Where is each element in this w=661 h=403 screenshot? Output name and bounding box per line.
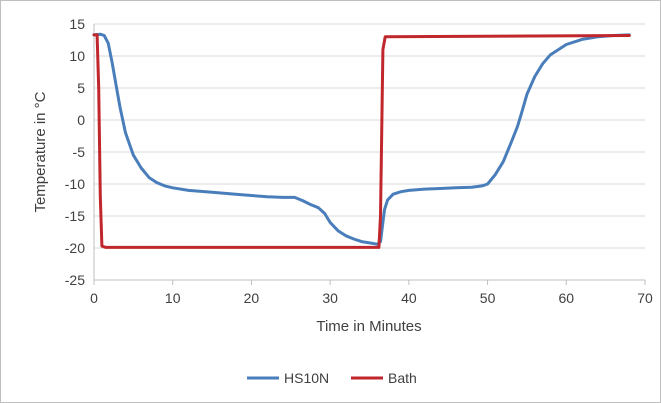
y-tick-label: -20 bbox=[65, 240, 85, 256]
y-tick-label: -25 bbox=[65, 272, 85, 288]
x-tick-label: 0 bbox=[90, 290, 98, 306]
series-line-bath bbox=[92, 33, 631, 249]
x-tick-label: 30 bbox=[322, 290, 338, 306]
x-tick-label: 50 bbox=[480, 290, 496, 306]
x-tick-label: 20 bbox=[244, 290, 260, 306]
legend-label-hs10n: HS10N bbox=[284, 370, 329, 386]
y-tick-label: -5 bbox=[73, 144, 86, 160]
y-tick-label: -15 bbox=[65, 208, 85, 224]
y-tick-label: 0 bbox=[77, 112, 85, 128]
series-lines bbox=[92, 32, 631, 249]
y-axis-title: Temperature in °C bbox=[32, 91, 49, 212]
y-tick-label: -10 bbox=[65, 176, 85, 192]
y-tick-label: 10 bbox=[69, 48, 85, 64]
legend: HS10N Bath bbox=[247, 370, 417, 386]
x-tick-label: 60 bbox=[558, 290, 574, 306]
y-tick-label: 15 bbox=[69, 16, 85, 32]
series-line-hs10n bbox=[92, 32, 631, 246]
x-tick-label: 10 bbox=[165, 290, 181, 306]
x-tick-label: 40 bbox=[401, 290, 417, 306]
y-tick-label: 5 bbox=[77, 80, 85, 96]
axes bbox=[93, 24, 646, 285]
x-axis-title: Time in Minutes bbox=[316, 318, 421, 335]
legend-label-bath: Bath bbox=[388, 370, 417, 386]
x-tick-label: 70 bbox=[637, 290, 653, 306]
